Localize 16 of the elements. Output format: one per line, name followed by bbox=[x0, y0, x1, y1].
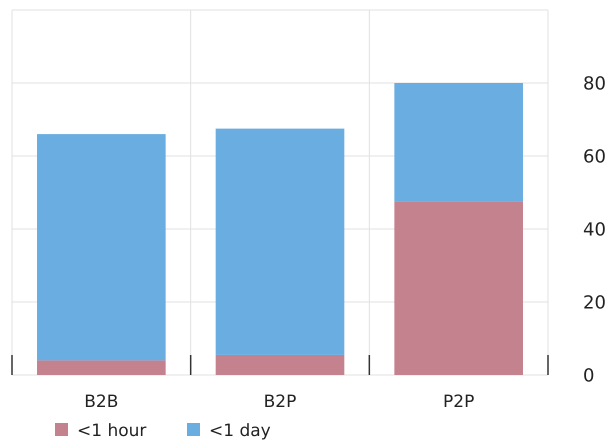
y-tick-label: 60 bbox=[583, 146, 606, 168]
bar bbox=[37, 134, 166, 360]
y-tick-label: 80 bbox=[583, 73, 606, 94]
legend-label: <1 day bbox=[209, 421, 271, 441]
bar bbox=[216, 354, 344, 375]
y-tick-label: 0 bbox=[583, 365, 594, 386]
x-tick-label: B2P bbox=[264, 392, 296, 412]
x-tick-label: P2P bbox=[443, 392, 474, 412]
x-tick-label: B2B bbox=[84, 392, 118, 412]
y-tick-label: 40 bbox=[583, 219, 606, 240]
bar bbox=[394, 202, 523, 375]
legend-label: <1 hour bbox=[77, 421, 146, 441]
bar bbox=[37, 360, 166, 375]
bar bbox=[394, 83, 523, 202]
y-tick-label: 20 bbox=[583, 292, 606, 314]
bar bbox=[216, 128, 344, 355]
